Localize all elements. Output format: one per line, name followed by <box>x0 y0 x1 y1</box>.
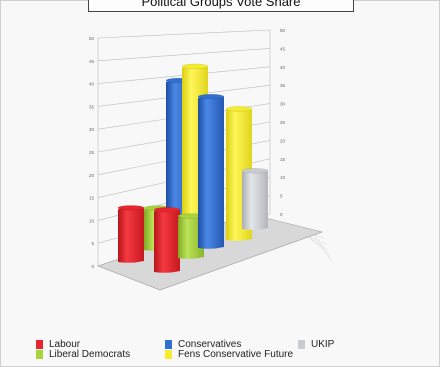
bar-face <box>118 207 144 263</box>
y-tick-label: 0 <box>280 212 283 217</box>
y-tick-label: 25 <box>280 120 286 125</box>
legend-label-ukip: UKIP <box>311 339 335 350</box>
bar-cap <box>225 106 253 112</box>
y-tick-label: 50 <box>280 28 286 33</box>
y-tick-label: 45 <box>280 46 286 51</box>
chart-title: Political Groups Vote Share <box>88 0 354 12</box>
y-tick-label: 30 <box>280 102 286 107</box>
bar-face <box>154 209 180 273</box>
legend-swatch-conservatives <box>165 340 172 349</box>
legend-label-labour: Labour <box>49 339 81 350</box>
y-tick-label: 45 <box>89 59 95 64</box>
bar-face <box>178 215 204 259</box>
bar-cap <box>117 205 145 211</box>
y-tick-label: 30 <box>89 127 95 132</box>
bar-cap <box>197 94 225 100</box>
y-tick-label: 20 <box>280 138 286 143</box>
y-tick-label: 25 <box>89 150 95 155</box>
y-tick-label: 35 <box>89 104 95 109</box>
legend-item-fcf: Fens Conservative Future <box>165 349 293 360</box>
y-tick-label: 40 <box>280 65 286 70</box>
y-tick-label: 10 <box>280 175 286 180</box>
bar-cap <box>181 63 209 70</box>
bar-ukip <box>241 168 269 230</box>
legend-item-conservatives: Conservatives <box>165 339 241 350</box>
legend-swatch-libdem <box>36 350 43 359</box>
bar-face <box>242 170 268 230</box>
legend-item-labour: Labour <box>36 339 80 350</box>
bar-labour <box>117 205 145 263</box>
y-axis-left: 0 5 10 15 20 25 30 35 40 45 50 <box>89 36 95 269</box>
legend-label-conservatives: Conservatives <box>178 339 242 350</box>
bar-labour <box>153 207 181 273</box>
bars-group <box>117 63 269 273</box>
y-tick-label: 5 <box>91 241 94 246</box>
legend-label-fcf: Fens Conservative Future <box>178 349 294 360</box>
y-tick-label: 10 <box>89 218 95 223</box>
y-axis-right: 0 5 10 15 20 25 30 35 40 45 50 <box>280 28 286 217</box>
legend-label-libdem: Liberal Democrats <box>49 349 131 360</box>
bar-face <box>198 96 224 249</box>
grid-line <box>97 29 271 39</box>
y-tick-label: 40 <box>89 82 95 87</box>
y-tick-label: 5 <box>280 194 283 199</box>
floor-line <box>311 230 333 263</box>
y-tick-label: 15 <box>280 157 286 162</box>
bar-conservatives <box>197 94 225 249</box>
y-tick-label: 50 <box>89 36 95 41</box>
legend-item-ukip: UKIP <box>298 339 334 350</box>
y-tick-label: 20 <box>89 173 95 178</box>
y-tick-label: 15 <box>89 196 95 201</box>
legend-swatch-fcf <box>165 350 172 359</box>
legend-item-libdem: Liberal Democrats <box>36 349 130 360</box>
bar-cap <box>241 168 269 174</box>
legend-swatch-labour <box>36 340 43 349</box>
bar-cap <box>153 207 181 213</box>
grid-line <box>97 48 271 62</box>
legend-swatch-ukip <box>298 340 305 349</box>
bar-liberal-democrats <box>177 213 205 259</box>
y-tick-label: 35 <box>280 83 286 88</box>
y-tick-label: 0 <box>91 264 94 269</box>
